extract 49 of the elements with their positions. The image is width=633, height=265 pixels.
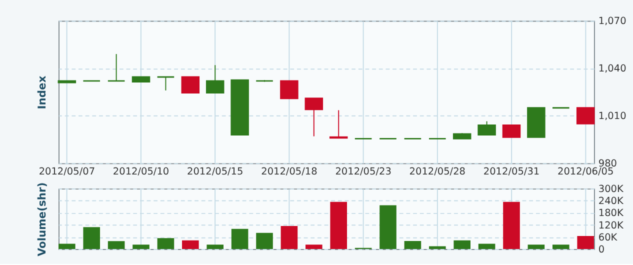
x-tick-label: 2012/05/31 bbox=[483, 166, 540, 178]
y-axis-title: Volume(shr) bbox=[35, 182, 48, 256]
candlestick bbox=[107, 54, 126, 82]
x-tick-label: 2012/05/18 bbox=[261, 166, 318, 178]
x-tick-label: 2012/05/28 bbox=[409, 166, 466, 178]
candlestick bbox=[280, 80, 298, 100]
bar bbox=[182, 240, 199, 250]
bar bbox=[132, 244, 150, 250]
bar bbox=[280, 226, 298, 250]
bar bbox=[478, 244, 496, 250]
bar bbox=[552, 244, 570, 250]
candlestick bbox=[206, 64, 224, 94]
bar bbox=[231, 228, 248, 250]
y-tick-label: 1,040 bbox=[598, 64, 626, 75]
candlestick bbox=[576, 107, 595, 124]
bar bbox=[380, 205, 396, 250]
bar bbox=[157, 238, 174, 250]
y-tick-label: 120K bbox=[598, 220, 624, 232]
y-axis-title: Index bbox=[35, 76, 48, 110]
bar bbox=[577, 236, 594, 250]
bar bbox=[108, 241, 125, 250]
bar bbox=[429, 246, 446, 250]
bar bbox=[306, 244, 322, 250]
candlestick bbox=[329, 110, 348, 139]
y-tick-label: 1,010 bbox=[598, 111, 626, 122]
y-tick-label: 240K bbox=[598, 196, 624, 208]
x-tick-label: 2012/05/23 bbox=[335, 166, 392, 178]
candlestick bbox=[478, 120, 496, 136]
x-tick-label: 2012/05/07 bbox=[38, 166, 96, 178]
y-tick-label: 0 bbox=[598, 244, 605, 256]
bar bbox=[330, 202, 347, 250]
y-tick-label: 300K bbox=[598, 184, 624, 195]
candlestick bbox=[304, 98, 324, 137]
bar bbox=[206, 244, 224, 250]
x-tick-label: 2012/05/10 bbox=[112, 166, 170, 178]
candlestick bbox=[181, 76, 200, 94]
bar bbox=[454, 240, 470, 250]
bar bbox=[58, 244, 76, 250]
bar bbox=[404, 240, 422, 250]
y-tick-label: 60K bbox=[598, 232, 618, 244]
bar bbox=[503, 202, 520, 250]
x-tick-label: 2012/05/15 bbox=[187, 166, 244, 178]
candlestick bbox=[156, 76, 175, 91]
bar bbox=[256, 232, 273, 250]
bar bbox=[83, 227, 100, 250]
bar bbox=[528, 244, 545, 250]
y-tick-label: 180K bbox=[598, 208, 624, 220]
candlestick bbox=[502, 124, 521, 138]
y-tick-label: 1,070 bbox=[598, 16, 626, 28]
